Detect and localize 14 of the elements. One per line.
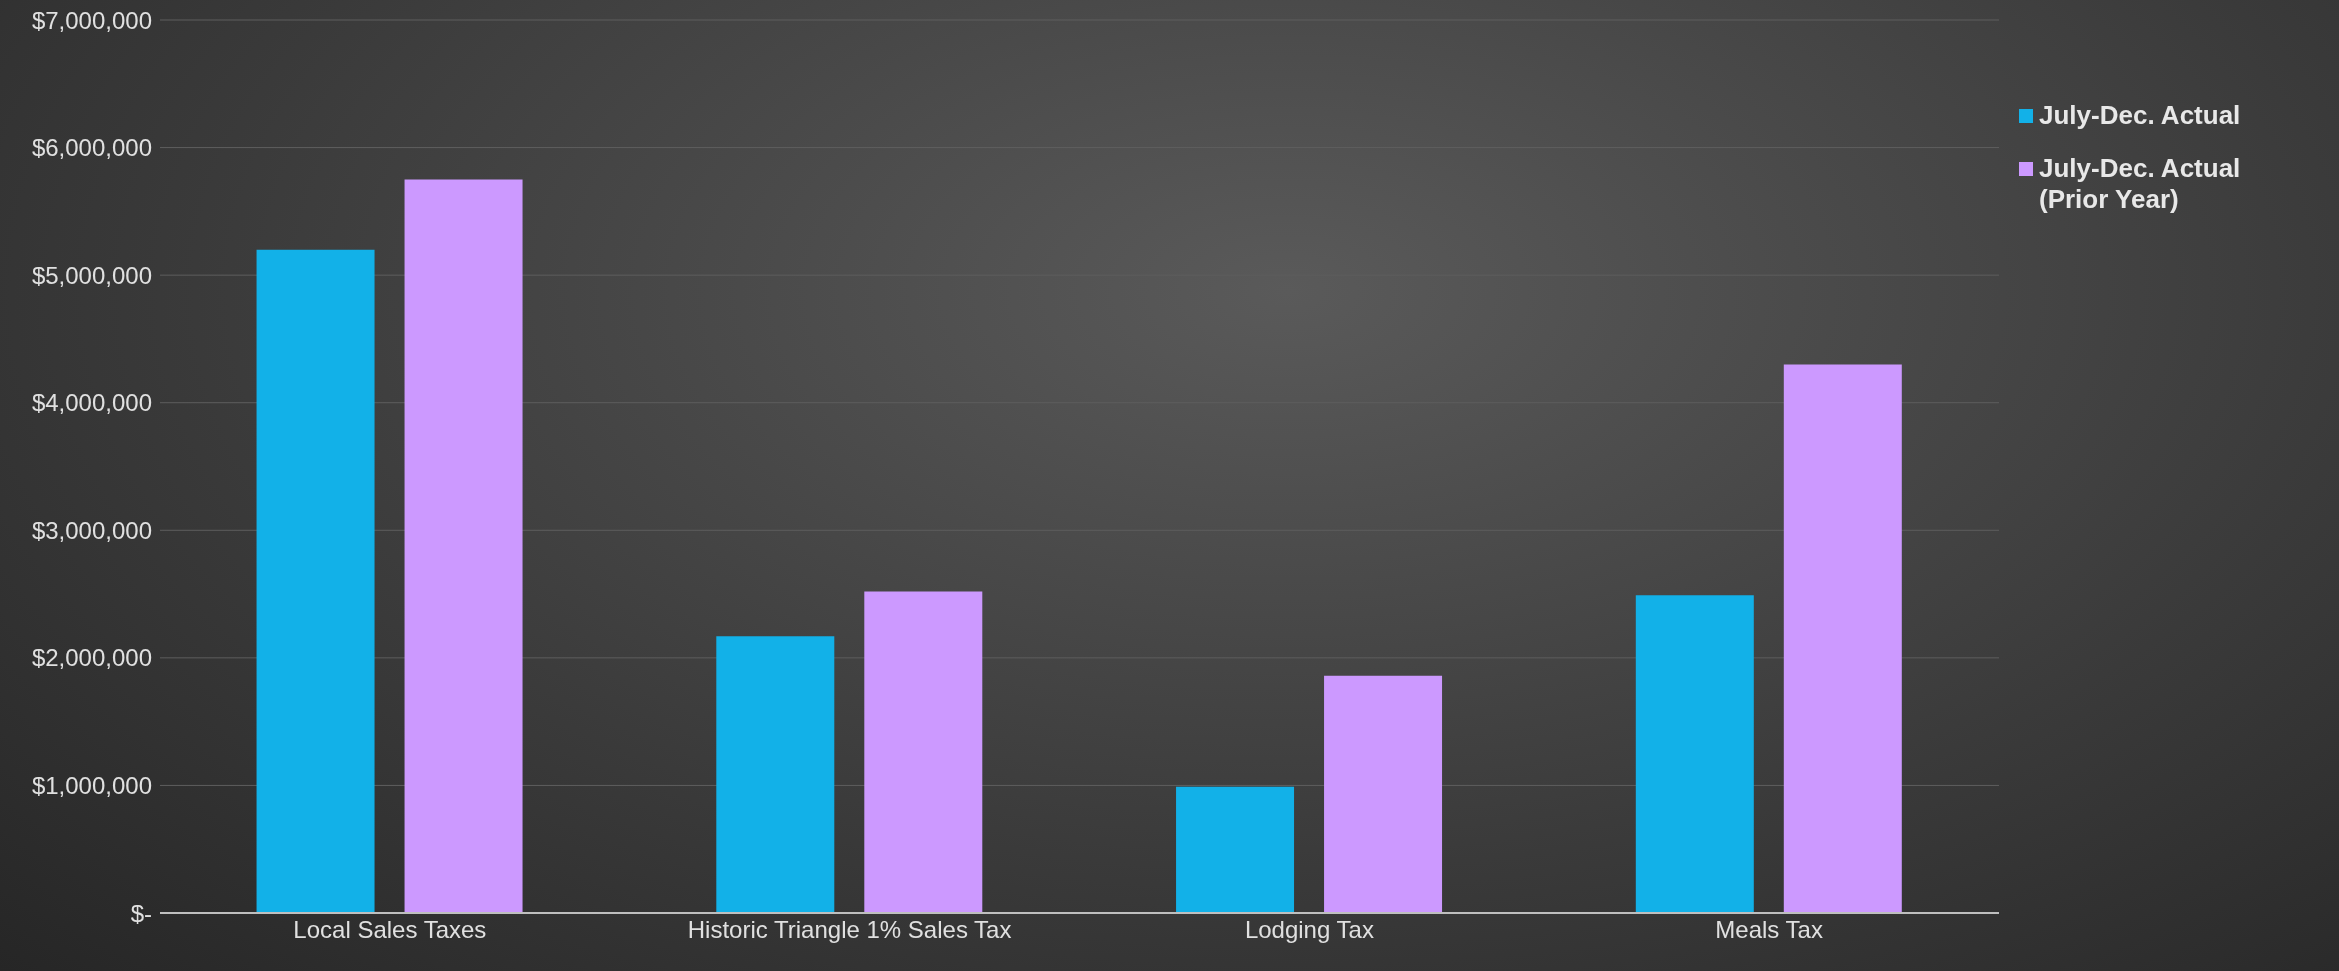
y-tick-label: $5,000,000: [31, 261, 152, 289]
legend-label: July-Dec. Actual: [2039, 100, 2242, 131]
y-tick-label: $4,000,000: [31, 389, 152, 417]
y-tick-label: $6,000,000: [31, 134, 152, 162]
y-tick-label: $1,000,000: [31, 771, 152, 799]
y-tick-label: $2,000,000: [31, 644, 152, 672]
legend-label: July-Dec. Actual (Prior Year): [2039, 153, 2242, 215]
y-tick-label: $-: [130, 899, 152, 927]
x-tick-label: Local Sales Taxes: [293, 916, 487, 944]
x-tick-label: Lodging Tax: [1244, 916, 1374, 944]
x-tick-label: Meals Tax: [1715, 916, 1823, 944]
y-tick-label: $3,000,000: [31, 516, 152, 544]
x-tick-label: Historic Triangle 1% Sales Tax: [687, 916, 1012, 944]
y-tick-label: $7,000,000: [31, 6, 152, 34]
